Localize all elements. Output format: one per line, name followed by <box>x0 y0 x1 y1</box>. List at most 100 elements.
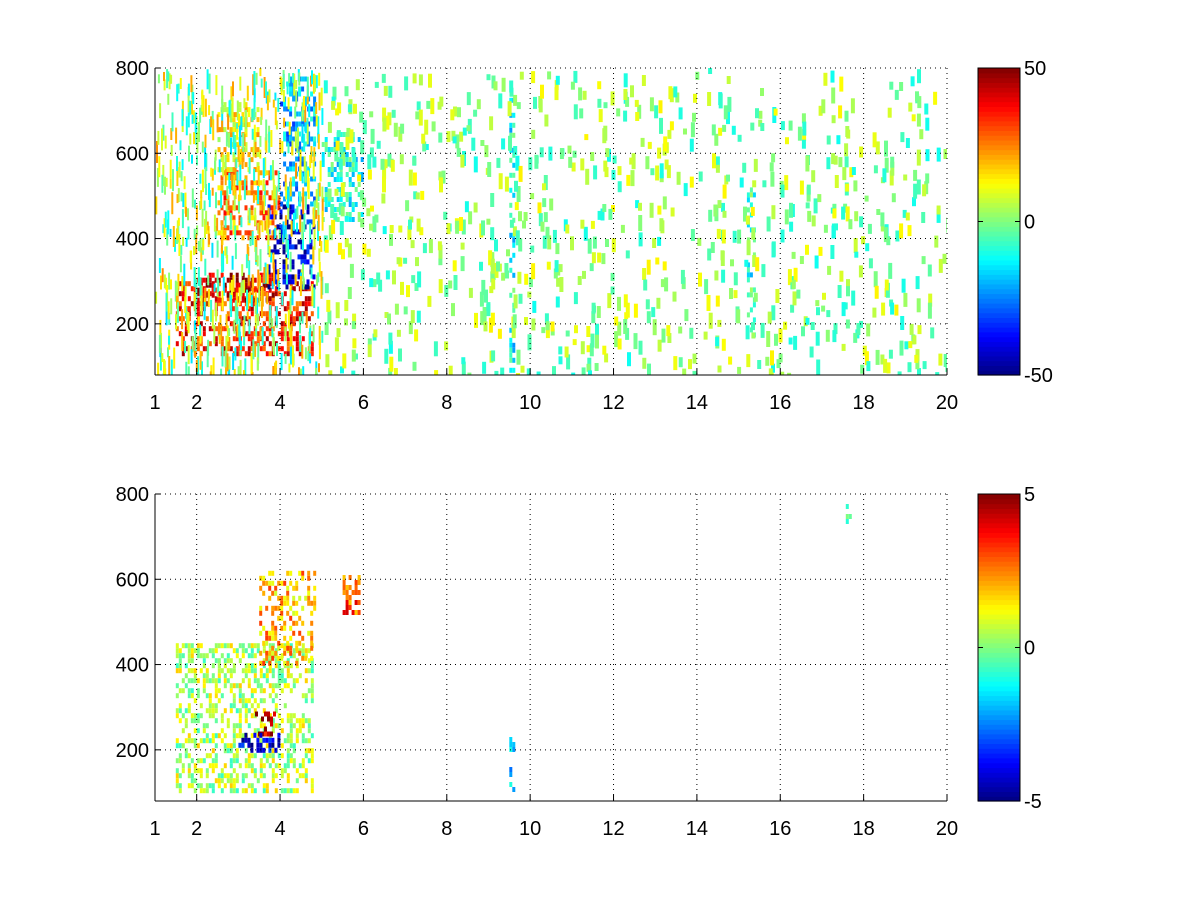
colorbar-swatch <box>978 522 1020 529</box>
heatmap-cell <box>163 79 166 91</box>
heatmap-cell <box>716 228 721 239</box>
heatmap-cell <box>873 271 878 288</box>
heatmap-cell <box>348 595 352 600</box>
heatmap-cell <box>310 146 313 163</box>
heatmap-cell <box>304 122 307 134</box>
heatmap-cell <box>214 758 218 764</box>
heatmap-cell <box>295 346 299 352</box>
heatmap-cell <box>381 193 386 204</box>
heatmap-cell <box>806 184 811 195</box>
heatmap-cell <box>301 146 305 152</box>
heatmap-cell <box>884 157 889 173</box>
heatmap-cell <box>291 229 295 235</box>
heatmap-cell <box>220 157 224 163</box>
heatmap-cell <box>244 132 248 138</box>
heatmap-cell <box>415 111 420 120</box>
heatmap-cell <box>501 272 506 281</box>
heatmap-cell <box>217 733 221 739</box>
heatmap-cell <box>584 134 589 141</box>
heatmap-cell <box>305 316 308 328</box>
heatmap-cell <box>241 742 245 748</box>
heatmap-cell <box>455 134 460 149</box>
heatmap-cell <box>554 87 559 101</box>
heatmap-cell <box>271 328 274 338</box>
heatmap-cell <box>183 263 186 286</box>
heatmap-cell <box>670 207 675 217</box>
heatmap-cell <box>208 713 212 719</box>
heatmap-cell <box>292 181 296 187</box>
heatmap-cell <box>289 295 292 315</box>
heatmap-cell <box>509 767 513 772</box>
heatmap-cell <box>292 723 296 729</box>
colorbar-swatch <box>978 168 1020 175</box>
heatmap-cell <box>304 105 307 123</box>
heatmap-cell <box>415 192 420 200</box>
heatmap-cell <box>307 630 311 636</box>
heatmap-cell <box>845 319 850 329</box>
heatmap-cell <box>336 137 340 142</box>
heatmap-cell <box>232 693 236 699</box>
heatmap-cell <box>303 284 307 290</box>
heatmap-cell <box>307 301 311 307</box>
heatmap-cell <box>357 610 361 615</box>
heatmap-cell <box>623 294 628 308</box>
heatmap-cell <box>289 166 293 172</box>
heatmap-cell <box>826 135 831 145</box>
heatmap-cell <box>304 195 307 210</box>
heatmap-cell <box>678 326 683 334</box>
heatmap-cell <box>917 368 921 375</box>
heatmap-cell <box>603 102 608 109</box>
heatmap-cell <box>202 326 206 332</box>
heatmap-cell <box>546 261 551 270</box>
heatmap-cell <box>262 723 266 729</box>
heatmap-cell <box>362 243 367 255</box>
heatmap-cell <box>512 307 516 313</box>
heatmap-cell <box>382 117 387 132</box>
heatmap-cell <box>345 157 349 162</box>
heatmap-cell <box>220 788 224 794</box>
heatmap-cell <box>244 162 248 168</box>
heatmap-cell <box>324 147 328 152</box>
heatmap-cell <box>185 116 188 136</box>
heatmap-cell <box>315 102 318 115</box>
heatmap-cell <box>215 302 218 322</box>
heatmap-cell <box>894 304 899 316</box>
heatmap-cell <box>205 738 209 744</box>
heatmap-cell <box>509 172 513 178</box>
heatmap-cell <box>558 346 563 355</box>
heatmap-cell <box>656 297 661 309</box>
heatmap-cell <box>223 748 227 754</box>
heatmap-cell <box>516 373 520 375</box>
heatmap-cell <box>448 280 453 289</box>
heatmap-cell <box>313 147 316 162</box>
heatmap-cell <box>272 262 275 284</box>
heatmap-cell <box>177 217 180 226</box>
heatmap-cell <box>176 84 179 102</box>
heatmap-cell <box>494 370 499 375</box>
heatmap-cell <box>519 71 524 80</box>
heatmap-cell <box>250 210 254 216</box>
heatmap-cell <box>279 239 283 245</box>
heatmap-cell <box>512 367 516 373</box>
heatmap-cell <box>244 102 248 108</box>
heatmap-cell <box>289 316 293 322</box>
heatmap-cell <box>193 718 197 724</box>
heatmap-cell <box>333 212 338 222</box>
heatmap-cell <box>259 195 263 201</box>
heatmap-cell <box>318 92 321 111</box>
heatmap-cell <box>179 255 182 273</box>
heatmap-cell <box>345 136 350 150</box>
heatmap-cell <box>300 214 304 220</box>
heatmap-cell <box>411 275 416 284</box>
heatmap-cell <box>838 157 843 168</box>
heatmap-cell <box>825 329 830 342</box>
colorbar-swatch <box>978 259 1020 266</box>
heatmap-cell <box>259 605 263 611</box>
heatmap-cell <box>509 127 513 133</box>
heatmap-cell <box>899 82 904 91</box>
heatmap-cell <box>238 728 242 734</box>
heatmap-cell <box>384 348 389 364</box>
heatmap-cell <box>241 152 245 158</box>
heatmap-cell <box>348 167 352 172</box>
colorbar-swatch <box>978 87 1020 93</box>
